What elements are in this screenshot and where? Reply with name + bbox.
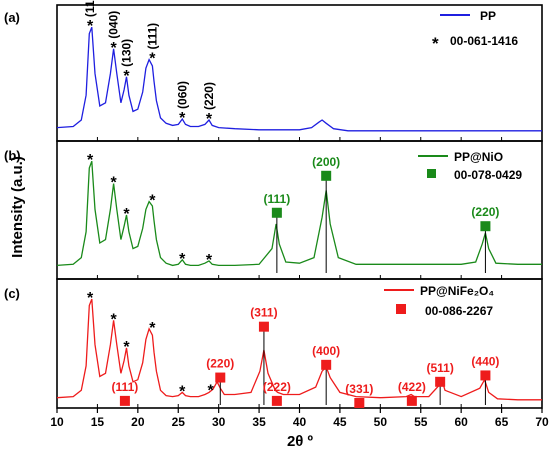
peak-marker-a-2: * [123,68,130,85]
peak-marker-b-3: * [149,193,156,210]
ref-label-c-5: (331) [345,382,373,396]
peak-marker-b-0: * [87,152,94,169]
x-axis: 10 15 20 25 30 35 40 45 50 55 60 65 70 [50,408,549,429]
ref-square-c-6 [406,395,417,406]
ref-label-c-3: (222) [263,380,291,394]
ref-square-c-1 [215,372,226,383]
ref-square-c-5 [354,398,365,408]
legend-c-ref-label: 00-086-2267 [425,304,493,318]
ref-label-b-0: (111) [264,192,291,206]
ref-square-b-2 [480,221,491,232]
x-axis-title: 2θ º [287,433,314,450]
ref-square-b-1 [321,170,332,181]
legend-b: PP@NiO 00-078-0429 [418,150,522,182]
panel-b-label: (b) [4,148,21,163]
peak-marker-c-2: * [123,339,130,356]
panel-a: (a) *(110)*(040)*(130) *(111)*(060)*(220)… [4,0,543,142]
panel-c: (c) * * * * * * (111) (220) (311) (222) (400) (331)… [4,278,543,409]
peak-marker-c-5: * [207,382,214,399]
ref-label-c-2: (311) [250,306,277,320]
peak-marker-b-2: * [123,206,130,223]
peak-marker-b-4: * [179,251,186,268]
legend-c: PP@NiFe₂O₄ 00-086-2267 [384,284,494,318]
legend-b-ref-label: 00-078-0429 [454,168,522,182]
plot-c: * * * * * * (111) (220) (311) (222) (400) (331) (422… [56,290,543,408]
peak-marker-c-1: * [110,311,117,328]
peak-marker-a-5: * [206,111,213,128]
legend-b-series: PP@NiO [454,150,503,164]
hkl-label-a-2: (130) [120,39,134,67]
hkl-label-a-4: (060) [175,81,189,109]
peak-marker-a-0: * [87,18,94,35]
legend-a-series: PP [480,9,496,23]
ref-square-b-0 [271,207,282,218]
ref-label-c-0: (111) [112,380,139,394]
ref-label-c-7: (511) [426,361,453,375]
legend-c-series: PP@NiFe₂O₄ [420,284,494,298]
x-tick-label-12: 70 [535,415,549,429]
legend-a-ref-symbol: * [432,34,439,53]
ref-label-b-2: (220) [471,205,499,219]
x-tick-label-8: 50 [374,415,388,429]
peak-marker-a-3: * [149,51,156,68]
x-tick-label-9: 55 [414,415,428,429]
legend-b-square-icon [427,169,436,178]
legend-c-square-icon [396,304,406,314]
peak-marker-c-3: * [149,320,156,337]
peak-marker-c-4: * [179,383,186,400]
ref-square-c-2 [258,321,269,332]
ref-square-c-7 [435,376,446,387]
x-tick-label-1: 15 [91,415,105,429]
ref-label-b-1: (200) [312,155,340,169]
peak-marker-a-4: * [179,110,186,127]
x-tick-label-10: 60 [454,415,468,429]
ref-square-c-8 [480,370,491,381]
x-tick-label-11: 65 [495,415,509,429]
x-tick-label-2: 20 [131,415,145,429]
panel-a-label: (a) [4,10,20,25]
ref-label-c-1: (220) [206,357,234,371]
ref-square-c-4 [321,359,332,370]
ref-square-c-3 [271,395,282,406]
plot-a: *(110)*(040)*(130) *(111)*(060)*(220) [56,0,543,141]
ref-label-c-8: (440) [471,354,499,368]
ref-square-c-0 [119,395,130,406]
ref-label-c-6: (422) [398,380,426,394]
x-tick-label-4: 30 [212,415,226,429]
legend-a-ref-label: 00-061-1416 [450,34,518,48]
hkl-label-a-5: (220) [202,82,216,110]
x-tick-label-5: 35 [252,415,266,429]
panel-c-label: (c) [4,286,20,301]
peak-marker-b-1: * [110,175,117,192]
ref-label-c-4: (400) [312,344,340,358]
peak-marker-a-1: * [110,40,117,57]
plot-b: * * * * * * (111) (200) (220) [56,152,543,279]
y-axis-title: Intensity (a.u.) [9,156,26,258]
series-line-b [56,160,542,267]
x-tick-label-7: 45 [333,415,347,429]
peak-marker-b-5: * [206,252,213,269]
x-tick-label-3: 25 [172,415,186,429]
hkl-label-a-1: (040) [107,11,121,39]
x-tick-label-0: 10 [50,415,64,429]
series-line-a [56,26,542,132]
peak-marker-c-0: * [87,290,94,307]
hkl-label-a-0: (110) [83,0,97,17]
panel-b: (b) * * * * * * (111) (200) (220) PP@NiO 00-078-… [4,140,543,280]
legend-a: PP * 00-061-1416 [432,9,518,53]
hkl-label-a-3: (111) [145,23,159,50]
x-tick-label-6: 40 [293,415,307,429]
